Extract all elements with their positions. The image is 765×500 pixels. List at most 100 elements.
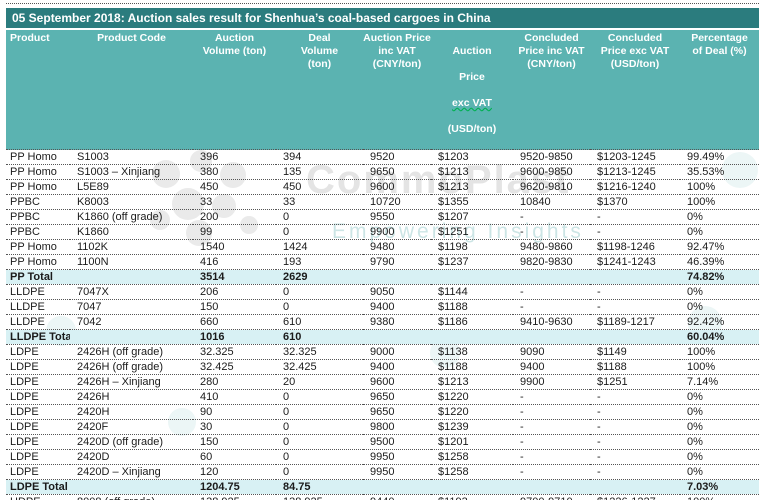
table-cell: 0% (680, 434, 759, 450)
table-cell: 193 (276, 254, 363, 270)
table-cell: HDPE (6, 494, 70, 500)
table-cell: LLDPE Total (6, 329, 70, 345)
table-cell (363, 269, 431, 285)
table-cell: 1540 (193, 239, 276, 255)
table-cell: 280 (193, 374, 276, 390)
table-cell: - (513, 209, 590, 225)
table-cell: 20 (276, 374, 363, 390)
table-cell: 9900 (363, 224, 431, 240)
table-cell (590, 269, 680, 285)
table-cell: K8003 (70, 194, 193, 210)
col-header-percentage-of-deal: Percentage of Deal (%) (680, 30, 759, 150)
table-cell: $1207 (431, 209, 513, 225)
table-cell: LDPE (6, 374, 70, 390)
table-cell: 7042 (70, 314, 193, 330)
table-cell: - (513, 419, 590, 435)
col-header-auction-volume: Auction Volume (ton) (193, 30, 276, 150)
table-cell: 9480 (363, 239, 431, 255)
table-cell: LDPE (6, 434, 70, 450)
table-cell: 84.75 (276, 479, 363, 495)
table-cell (431, 329, 513, 345)
table-cell: 0 (276, 464, 363, 480)
table-cell: $1203 (431, 149, 513, 165)
table-cell: PP Homo (6, 179, 70, 195)
table-row: LDPE 2426H – Xinjiang 280 20 9600 $1213 9900 $1… (6, 374, 759, 390)
table-cell: PP Homo (6, 164, 70, 180)
table-row: LDPE 2420D – Xinjiang 120 0 9950 $1258- -0% (6, 464, 759, 480)
table-cell: $1239 (431, 419, 513, 435)
table-cell: $1198 (431, 239, 513, 255)
table-cell: 0% (680, 449, 759, 465)
table-cell: 0 (276, 404, 363, 420)
table-cell: 46.39% (680, 254, 759, 270)
table-row: LDPE 2420D (off grade) 150 0 9500 $1201- -0% (6, 434, 759, 450)
col-header-product-code: Product Code (70, 30, 193, 150)
table-cell: 7047X (70, 284, 193, 300)
table-cell: PPBC (6, 194, 70, 210)
table-cell: 150 (193, 299, 276, 315)
table-cell: - (590, 284, 680, 300)
table-cell: 1102K (70, 239, 193, 255)
table-cell: 8008 (off grade) (70, 494, 193, 500)
table-cell: 7047 (70, 299, 193, 315)
table-cell: 100% (680, 344, 759, 360)
table-cell: $1201 (431, 434, 513, 450)
table-cell: 99 (193, 224, 276, 240)
table-cell: 9050 (363, 284, 431, 300)
table-row: PPBC K1860 (off grade) 200 0 9550 $1207- -0% (6, 209, 759, 225)
table-cell: 9090 (513, 344, 590, 360)
table-cell: 450 (276, 179, 363, 195)
table-cell: 9410-9630 (513, 314, 590, 330)
table-cell: 32.325 (193, 344, 276, 360)
table-cell: 2426H – Xinjiang (70, 374, 193, 390)
table-cell: 450 (193, 179, 276, 195)
table-cell: $1193 (431, 494, 513, 500)
table-cell: - (590, 434, 680, 450)
table-cell: 0% (680, 419, 759, 435)
table-cell: 9790 (363, 254, 431, 270)
table-cell: - (513, 224, 590, 240)
table-cell: 1424 (276, 239, 363, 255)
table-cell: 394 (276, 149, 363, 165)
table-cell: 9400 (363, 299, 431, 315)
table-cell: 10720 (363, 194, 431, 210)
table-cell: 9650 (363, 164, 431, 180)
total-row: LDPE Total 1204.75 84.75 7.03% (6, 479, 759, 495)
table-cell: 100% (680, 494, 759, 500)
table-cell: - (590, 389, 680, 405)
table-cell: 416 (193, 254, 276, 270)
table-cell (363, 479, 431, 495)
table-cell: $1355 (431, 194, 513, 210)
table-cell: 610 (276, 314, 363, 330)
table-cell: 0 (276, 284, 363, 300)
table-row: LDPE 2420D 60 0 9950 $1258- -0% (6, 449, 759, 465)
header-line: exc VAT (431, 97, 513, 110)
table-row: LLDPE 7047 150 0 9400 $1188- -0% (6, 299, 759, 315)
table-cell: PPBC (6, 209, 70, 225)
table-cell: 60 (193, 449, 276, 465)
table-cell: 396 (193, 149, 276, 165)
table-row: PP Homo 1102K 1540 1424 9480 $1198 9480-9860 $1… (6, 239, 759, 255)
table-row: LLDPE 7042 660 610 9380 $1186 9410-9630 $1189-1… (6, 314, 759, 330)
col-header-concluded-price-exc-vat: Concluded Price exc VAT (USD/ton) (590, 30, 680, 150)
table-cell: 32.425 (193, 359, 276, 375)
table-cell (431, 269, 513, 285)
table-cell: $1189-1217 (590, 314, 680, 330)
table-cell: LDPE (6, 419, 70, 435)
table-cell: 0 (276, 449, 363, 465)
table-cell: 660 (193, 314, 276, 330)
table-cell: 99.49% (680, 149, 759, 165)
header-line: (USD/ton) (447, 123, 497, 135)
table-cell: $1220 (431, 389, 513, 405)
table-cell: 0 (276, 299, 363, 315)
table-cell: 100% (680, 194, 759, 210)
table-cell: 2420D – Xinjiang (70, 464, 193, 480)
table-cell (70, 269, 193, 285)
table-cell: 0 (276, 209, 363, 225)
table-cell: $1188 (431, 359, 513, 375)
table-cell: 0 (276, 419, 363, 435)
table-cell: 120 (193, 464, 276, 480)
table-cell: $1188 (590, 359, 680, 375)
table-cell: 74.82% (680, 269, 759, 285)
table-cell: $1220 (431, 404, 513, 420)
